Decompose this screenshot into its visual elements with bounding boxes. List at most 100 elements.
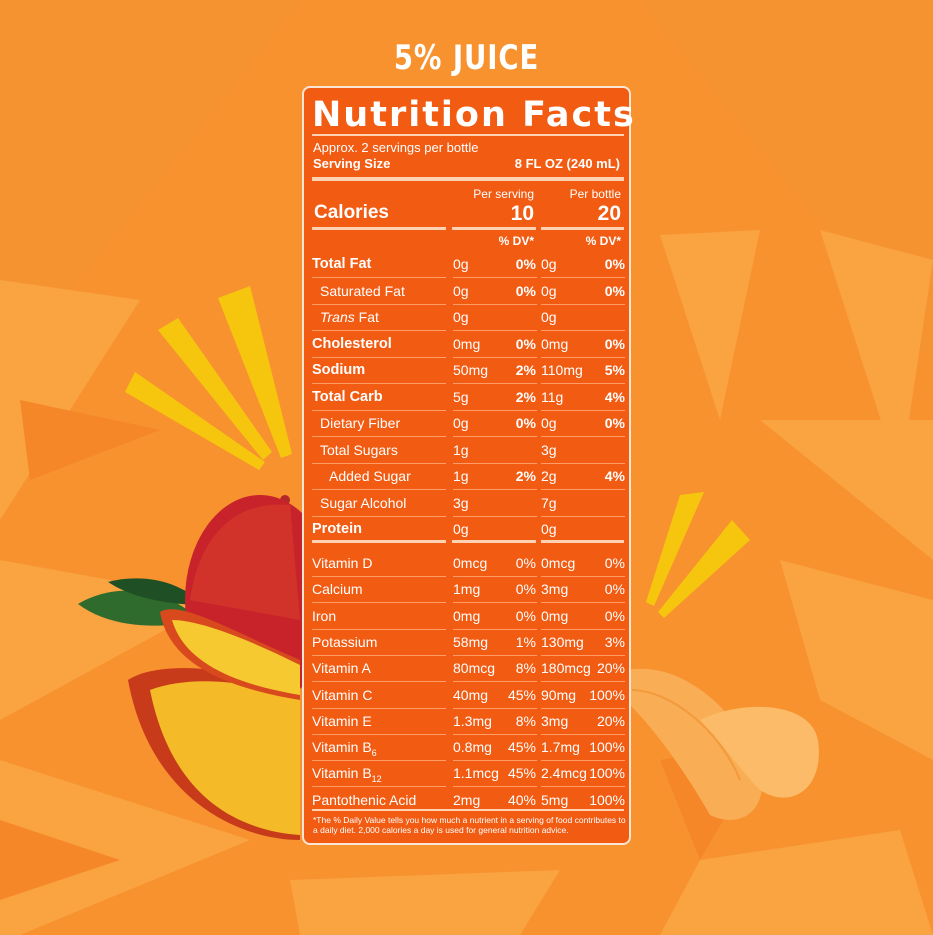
dv-per-serving: 1% xyxy=(515,633,536,650)
protein-divider xyxy=(541,540,624,543)
dv-header-bottle: % DV* xyxy=(585,234,621,248)
row-separator xyxy=(453,628,537,630)
vitamin-name: Vitamin B12 xyxy=(312,765,382,785)
amount-per-bottle: 0g xyxy=(541,521,557,537)
nutrient-name: Sugar Alcohol xyxy=(320,494,407,511)
amount-per-serving: 0g xyxy=(453,282,469,299)
dv-per-bottle: 100% xyxy=(589,686,625,703)
per-bottle-header: Per bottle xyxy=(569,187,621,201)
amount-per-serving: 5g xyxy=(453,388,469,405)
dv-per-bottle: 0% xyxy=(604,581,625,598)
dv-per-bottle: 0% xyxy=(604,282,625,299)
row-separator xyxy=(453,654,537,656)
row-separator xyxy=(453,303,537,305)
dv-per-serving: 45% xyxy=(507,739,536,756)
row-separator xyxy=(541,707,625,709)
row-separator xyxy=(453,681,537,683)
row-separator xyxy=(453,277,537,278)
burst-lines-left xyxy=(125,286,292,470)
dv-per-serving: 8% xyxy=(515,660,536,677)
dv-per-bottle: 0% xyxy=(604,335,625,352)
nutrient-row: Saturated Fat 0g 0% 0g 0% xyxy=(312,278,626,304)
row-separator xyxy=(312,733,446,735)
vitamin-name: Pantothenic Acid xyxy=(312,791,417,808)
amount-per-bottle: 0g xyxy=(541,309,557,325)
row-separator xyxy=(312,515,446,517)
row-separator xyxy=(453,383,537,384)
amount-per-serving: 1.3mg xyxy=(453,712,492,729)
nutrient-name: Added Sugar xyxy=(329,468,411,484)
row-separator xyxy=(453,462,537,464)
amount-per-serving: 58mg xyxy=(453,633,489,650)
amount-per-bottle: 0g xyxy=(541,256,557,272)
row-separator xyxy=(541,303,625,305)
amount-per-bottle: 3mg xyxy=(541,712,569,729)
amount-per-bottle: 0mg xyxy=(541,335,569,352)
row-separator xyxy=(312,707,446,709)
row-separator xyxy=(541,654,625,656)
dv-per-serving: 0% xyxy=(515,555,536,571)
nutrient-row: Total Carb 5g 2% 11g 4% xyxy=(312,384,626,410)
row-separator xyxy=(541,760,625,762)
row-separator xyxy=(541,436,625,437)
amount-per-serving: 0mg xyxy=(453,607,481,624)
amount-per-bottle: 7g xyxy=(541,494,557,511)
nutrient-name: Protein xyxy=(312,521,362,537)
dv-per-bottle: 100% xyxy=(589,739,625,756)
row-separator xyxy=(453,356,537,358)
nutrient-row: Added Sugar 1g 2% 2g 4% xyxy=(312,463,626,489)
row-separator xyxy=(453,786,537,788)
row-separator xyxy=(541,489,625,490)
nutrient-name: Trans Fat xyxy=(320,309,379,325)
dv-per-serving: 45% xyxy=(507,686,536,703)
row-separator xyxy=(541,515,625,517)
dv-per-bottle: 100% xyxy=(589,765,625,782)
vitamin-row: Vitamin C 40mg 45% 90mg 100% xyxy=(312,682,626,708)
nutrient-name: Total Fat xyxy=(312,256,372,272)
nutrient-name: Total Sugars xyxy=(320,441,398,458)
vitamin-row: Potassium 58mg 1% 130mg 3% xyxy=(312,629,626,655)
amount-per-bottle: 130mg xyxy=(541,633,584,650)
nutrient-name: Saturated Fat xyxy=(320,282,405,299)
vitamin-name: Vitamin C xyxy=(312,686,373,703)
row-separator xyxy=(453,707,537,709)
per-serving-header: Per serving xyxy=(473,187,534,201)
row-separator xyxy=(541,786,625,788)
juice-percentage-label: 5% JUICE xyxy=(393,38,540,78)
row-separator xyxy=(312,628,446,630)
vitamin-name: Vitamin E xyxy=(312,712,372,729)
dv-per-bottle: 20% xyxy=(596,660,625,677)
row-separator xyxy=(541,602,625,604)
amount-per-bottle: 2.4mcg xyxy=(541,765,587,782)
vitamin-row: Vitamin B6 0.8mg 45% 1.7mg 100% xyxy=(312,734,626,760)
dv-per-serving: 0% xyxy=(515,282,536,299)
row-separator xyxy=(312,356,446,358)
row-separator xyxy=(312,436,446,437)
row-separator xyxy=(453,515,537,517)
amount-per-serving: 0g xyxy=(453,309,469,325)
nutrient-row: Sugar Alcohol 3g 7g xyxy=(312,490,626,516)
dv-per-bottle: 0% xyxy=(604,555,625,571)
row-separator xyxy=(453,733,537,735)
dv-per-serving: 8% xyxy=(515,712,536,729)
dv-per-bottle: 0% xyxy=(604,607,625,624)
amount-per-serving: 1g xyxy=(453,468,469,484)
nutrient-row: Trans Fat 0g 0g xyxy=(312,304,626,330)
nutrition-facts-title: Nutrition Facts xyxy=(312,95,636,135)
protein-divider xyxy=(312,540,446,543)
calories-divider xyxy=(452,227,536,230)
row-separator xyxy=(312,462,446,464)
dv-per-bottle: 0% xyxy=(604,415,625,431)
vitamin-row: Calcium 1mg 0% 3mg 0% xyxy=(312,576,626,602)
amount-per-bottle: 5mg xyxy=(541,791,569,808)
dv-per-bottle: 3% xyxy=(604,633,625,650)
dv-per-serving: 2% xyxy=(515,362,536,378)
nutrient-row: Total Fat 0g 0% 0g 0% xyxy=(312,251,626,277)
divider xyxy=(312,134,624,136)
servings-per-container: Approx. 2 servings per bottle xyxy=(313,140,479,155)
dv-header-serving: % DV* xyxy=(498,234,534,248)
row-separator xyxy=(312,409,446,411)
row-separator xyxy=(312,303,446,305)
amount-per-bottle: 0g xyxy=(541,282,557,299)
amount-per-serving: 40mg xyxy=(453,686,489,703)
